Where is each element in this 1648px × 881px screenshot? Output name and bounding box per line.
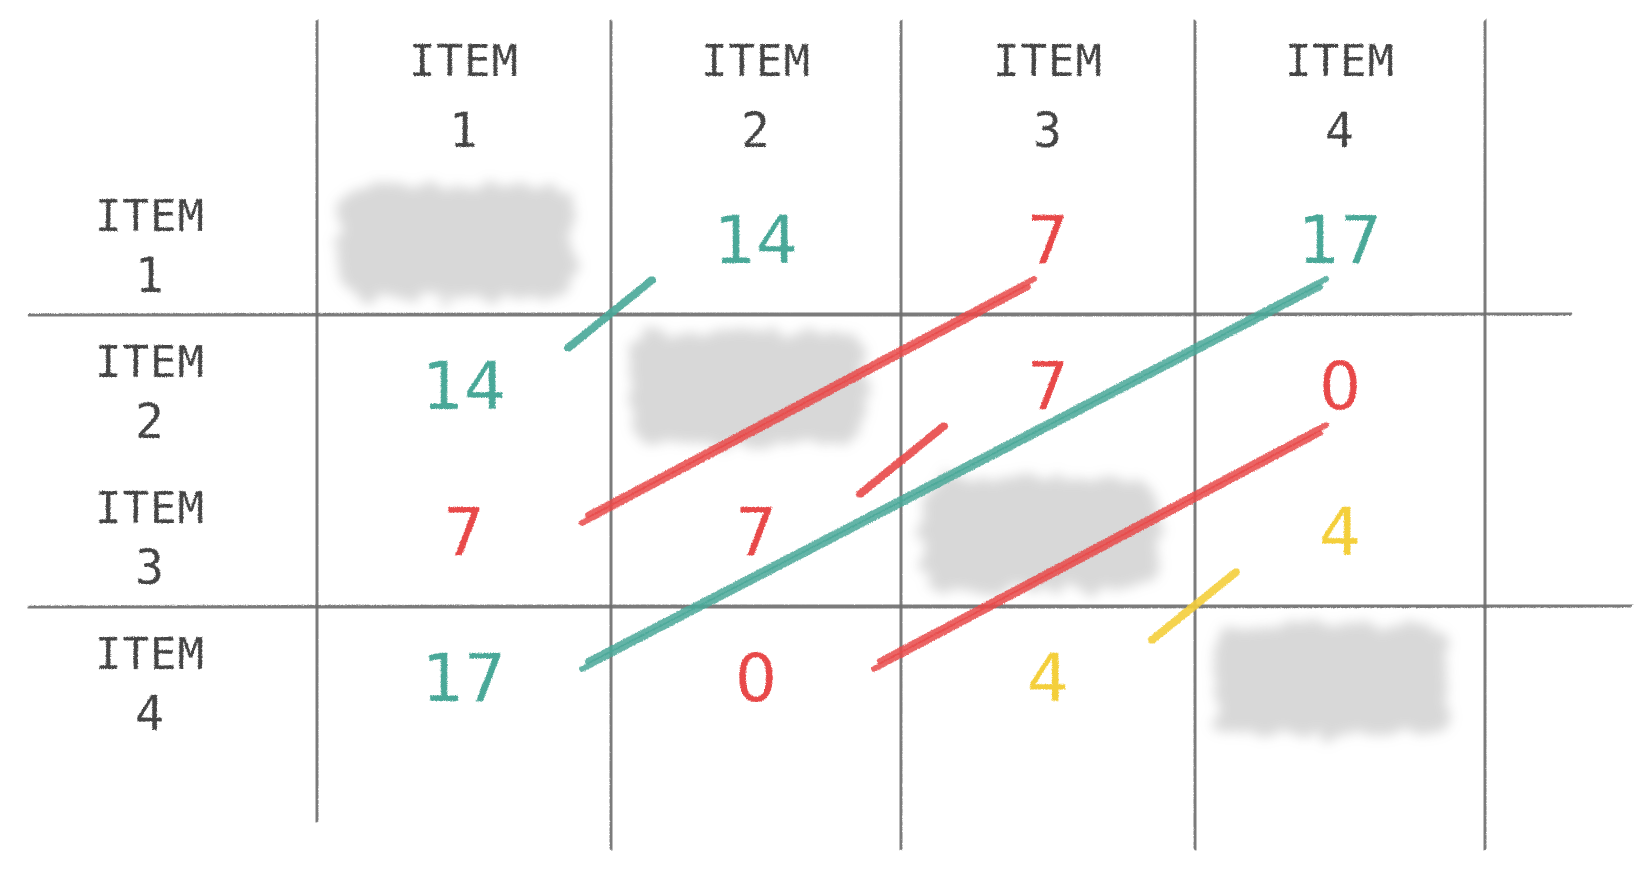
pair-link-line: [579, 284, 1031, 526]
pair-link-line: [585, 276, 1329, 664]
grid-horizontal-line: [27, 310, 1573, 319]
grid-vertical-line: [1481, 19, 1489, 851]
row-header-number: 1: [135, 248, 165, 304]
row-header-number: 4: [135, 686, 165, 742]
column-header-label: ITEM: [409, 36, 519, 87]
row-header-label: ITEM: [95, 483, 205, 534]
pair-link-tick: [1148, 568, 1240, 644]
row-header-label: ITEM: [95, 629, 205, 680]
column-header-label: ITEM: [701, 36, 811, 87]
diagonal-cell-shade: [338, 186, 574, 298]
matrix-grid: [27, 19, 1633, 851]
grid-horizontal-line: [27, 602, 1633, 611]
matrix-cell-value: 0: [735, 640, 777, 717]
grid-vertical-line: [897, 19, 905, 851]
matrix-cell-value: 14: [422, 348, 506, 425]
pair-link-line: [585, 276, 1037, 518]
matrix-cell-value: 14: [714, 202, 798, 279]
row-header-label: ITEM: [95, 191, 205, 242]
row-header-number: 3: [135, 540, 165, 596]
grid-vertical-line: [313, 19, 321, 823]
row-header-number: 2: [135, 394, 165, 450]
pair-link-line: [871, 430, 1323, 672]
matrix-cell-value: 7: [1027, 202, 1069, 279]
matrix-cells: 14 7 17 14 7 0 7 7 4 17 0 4: [422, 202, 1382, 717]
pair-link-tick: [856, 422, 948, 498]
row-header-label: ITEM: [95, 337, 205, 388]
column-header-number: 2: [741, 103, 771, 159]
diagonal-cell-shade: [1214, 624, 1450, 736]
matrix-cell-value: 7: [1027, 348, 1069, 425]
matrix-cell-value: 4: [1027, 640, 1069, 717]
diagonal-cell-shade: [922, 478, 1158, 590]
pair-link-line: [877, 422, 1329, 664]
column-header-label: ITEM: [1285, 36, 1395, 87]
column-header-number: 1: [449, 103, 479, 159]
matrix-cell-value: 17: [422, 640, 506, 717]
grid-vertical-line: [1191, 19, 1199, 851]
matrix-cell-value: 7: [735, 494, 777, 571]
row-headers: ITEM 1 ITEM 2 ITEM 3 ITEM 4: [95, 191, 205, 742]
pair-link-line: [579, 284, 1323, 672]
matrix-cell-value: 0: [1319, 348, 1361, 425]
diagonal-cell-shade: [630, 332, 866, 444]
pair-links: [564, 276, 1329, 672]
grid-vertical-line: [607, 19, 615, 851]
matrix-cell-value: 7: [443, 494, 485, 571]
pair-link-tick: [564, 276, 656, 352]
matrix-cell-value: 4: [1319, 494, 1361, 571]
column-header-number: 3: [1033, 103, 1063, 159]
column-headers: ITEM 1 ITEM 2 ITEM 3 ITEM 4: [409, 36, 1395, 159]
column-header-label: ITEM: [993, 36, 1103, 87]
matrix-cell-value: 17: [1298, 202, 1382, 279]
diagonal-shading: [338, 186, 1450, 736]
column-header-number: 4: [1325, 103, 1355, 159]
